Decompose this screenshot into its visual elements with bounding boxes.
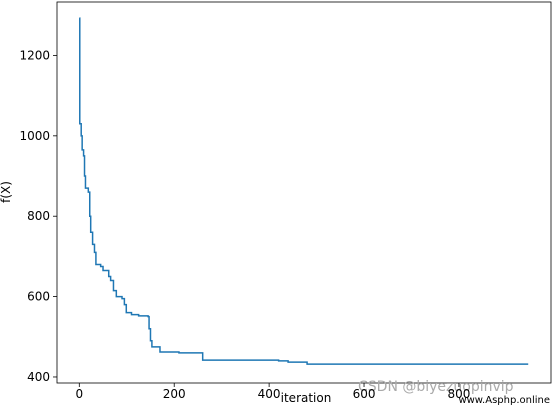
y-tick-label: 800 (27, 209, 50, 223)
plot-frame (56, 1, 552, 384)
y-tick-label: 1000 (19, 129, 50, 143)
x-tick-label: 200 (163, 387, 186, 401)
watermark: CSDN @biyezuopinvip (358, 379, 514, 395)
line (79, 17, 529, 365)
y-axis-label: f(X) (0, 181, 13, 203)
x-tick-label: 600 (353, 387, 376, 401)
x-tick-label: 800 (447, 387, 470, 401)
x-tick-label: 400 (258, 387, 281, 401)
x-tick-label: 0 (75, 387, 83, 401)
y-tick-label: 600 (27, 290, 50, 304)
watermark: www.Asphp.online (458, 395, 550, 406)
x-axis-label: iteration (281, 391, 332, 405)
y-tick-label: 400 (27, 370, 50, 384)
y-tick-label: 1200 (19, 48, 50, 62)
